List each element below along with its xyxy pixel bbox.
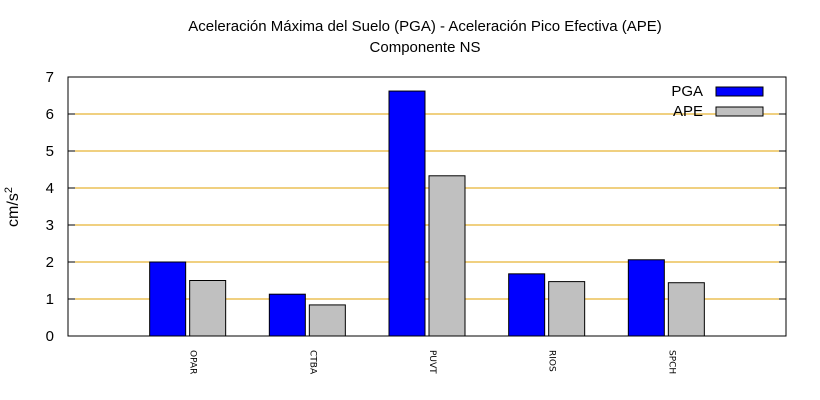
bar-pga-ctba — [268, 293, 306, 337]
y-tick-label-7: 7 — [46, 69, 54, 86]
y-tick-label-3: 3 — [46, 217, 54, 234]
bar-ape-puvt — [428, 175, 466, 337]
x-category-label-opar: OPAR — [188, 350, 198, 374]
bar-ape-ctba — [308, 304, 346, 337]
bar-pga-opar — [149, 261, 187, 337]
legend-swatch-ape — [715, 106, 764, 117]
x-category-label-puvt: PUVT — [427, 350, 437, 374]
x-axis-categories: OPAR CTBA PUVT RIOS SPCH — [188, 350, 677, 375]
y-axis-label-superscript: 2 — [3, 187, 15, 193]
bar-pga-spch — [627, 259, 665, 337]
plot-frame — [67, 76, 787, 337]
y-tick-label-5: 5 — [46, 143, 54, 160]
legend-label-pga: PGA — [671, 83, 703, 100]
y-tick-label-6: 6 — [46, 106, 54, 123]
y-axis-ticks: 0 1 2 3 4 5 6 7 — [46, 69, 786, 345]
legend-swatch-pga — [715, 86, 764, 97]
bar-ape-rios — [548, 281, 586, 337]
legend-label-ape: APE — [673, 103, 703, 120]
x-category-label-spch: SPCH — [666, 350, 676, 374]
bars — [149, 90, 705, 337]
x-category-label-ctba: CTBA — [307, 350, 317, 375]
y-axis-label: cm/s2 — [3, 187, 22, 227]
chart-subtitle: Componente NS — [370, 39, 481, 56]
y-tick-label-2: 2 — [46, 254, 54, 271]
y-tick-label-1: 1 — [46, 291, 54, 308]
bar-pga-puvt — [388, 90, 426, 337]
grid-lines — [68, 113, 786, 300]
y-tick-label-0: 0 — [46, 328, 54, 345]
y-tick-label-4: 4 — [46, 180, 54, 197]
bar-ape-spch — [667, 282, 705, 337]
bar-ape-opar — [189, 280, 227, 337]
chart-title: Aceleración Máxima del Suelo (PGA) - Ace… — [188, 18, 662, 35]
bar-pga-rios — [508, 273, 546, 337]
y-axis-label-text: cm/s — [5, 193, 22, 227]
x-category-label-rios: RIOS — [547, 350, 557, 372]
legend: PGA APE — [671, 83, 764, 120]
